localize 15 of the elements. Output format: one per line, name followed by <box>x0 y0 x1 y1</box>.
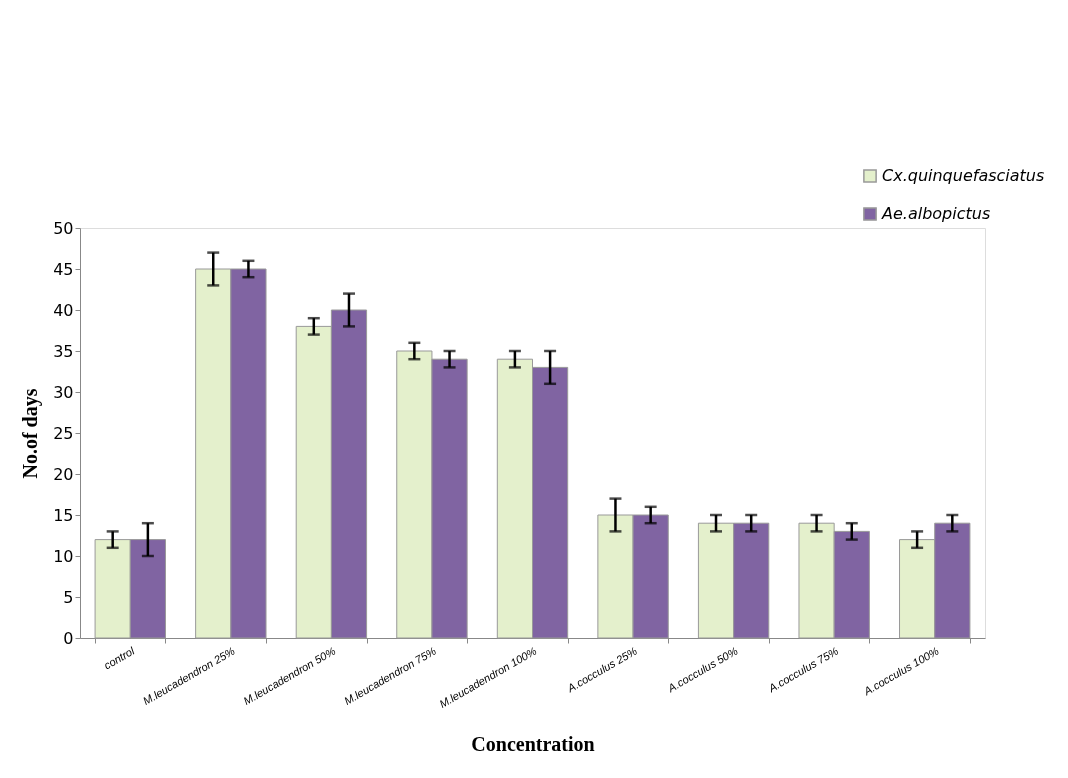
y-tick-label: 20 <box>53 464 74 484</box>
y-tick-label: 5 <box>63 587 74 607</box>
y-tick-label: 35 <box>53 341 74 361</box>
y-axis-title: No.of days <box>19 388 43 479</box>
y-tick-label: 0 <box>63 628 74 648</box>
y-tick-label: 30 <box>53 382 74 402</box>
y-tick-label: 25 <box>53 423 74 443</box>
y-tick-label: 45 <box>53 259 74 279</box>
legend-label: Ae.albopictus <box>881 204 991 223</box>
legend-label: Cx.quinquefasciatus <box>882 166 1045 185</box>
x-axis-title: Concentration <box>471 733 595 756</box>
y-tick-label: 15 <box>53 505 74 525</box>
y-tick-label: 40 <box>53 300 74 320</box>
y-tick-label: 10 <box>53 546 74 566</box>
y-tick-label: 50 <box>53 218 74 238</box>
